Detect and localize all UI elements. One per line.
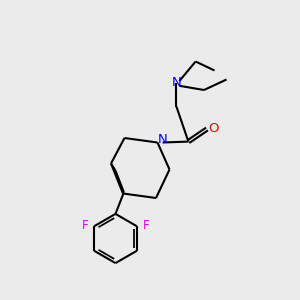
- Text: F: F: [142, 219, 149, 232]
- Text: O: O: [208, 122, 218, 135]
- Text: F: F: [82, 219, 88, 232]
- Text: N: N: [172, 76, 181, 89]
- Text: N: N: [158, 133, 168, 146]
